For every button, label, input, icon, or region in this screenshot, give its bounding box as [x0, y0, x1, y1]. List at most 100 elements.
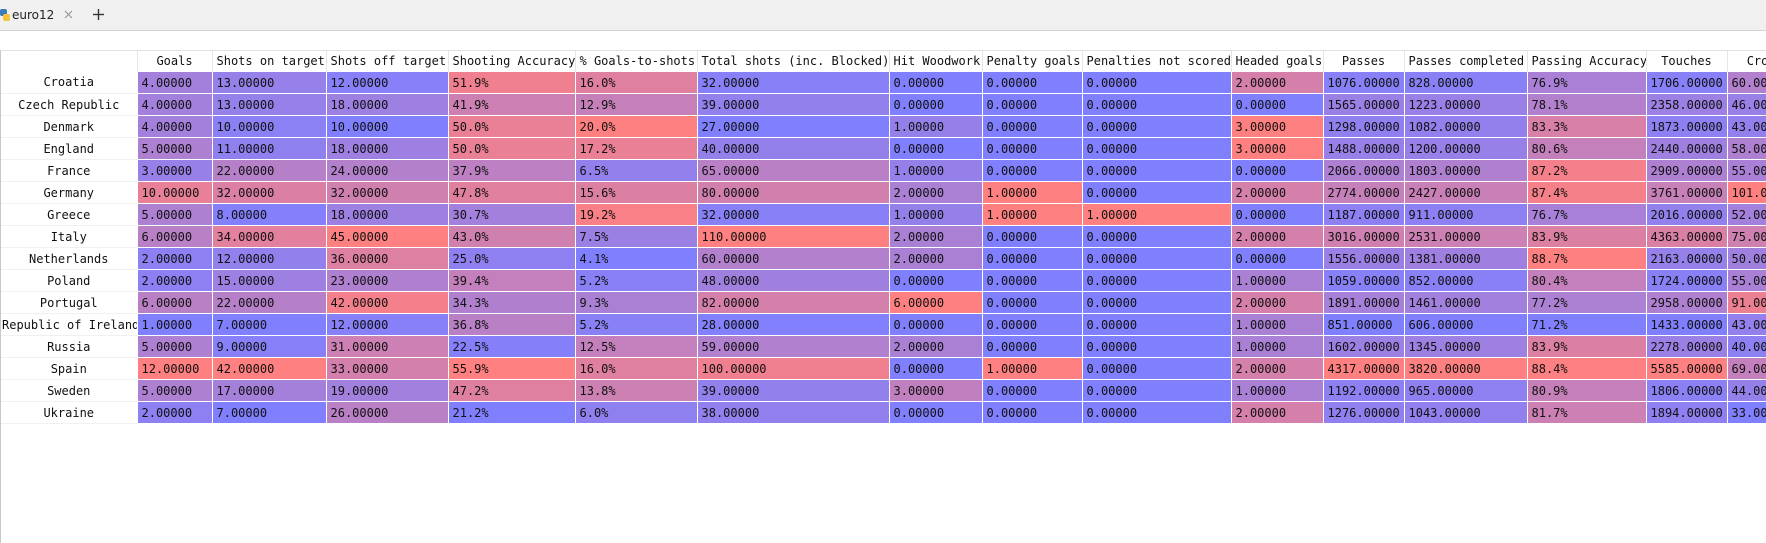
- data-cell[interactable]: 18.00000: [325, 137, 449, 160]
- data-cell[interactable]: 2358.00000: [1645, 93, 1728, 116]
- data-cell[interactable]: 80.4%: [1526, 269, 1647, 292]
- data-cell[interactable]: 1.00000: [1230, 379, 1324, 402]
- data-cell[interactable]: 47.8%: [447, 181, 576, 204]
- data-cell[interactable]: 0.00000: [888, 137, 983, 160]
- data-cell[interactable]: 2774.00000: [1322, 181, 1405, 204]
- data-cell[interactable]: 83.9%: [1526, 225, 1647, 248]
- column-header[interactable]: % Goals-to-shots: [575, 51, 698, 72]
- data-cell[interactable]: 12.00000: [211, 247, 327, 270]
- data-cell[interactable]: 0.00000: [1081, 247, 1232, 270]
- data-cell[interactable]: 6.00000: [136, 225, 213, 248]
- data-cell[interactable]: 0.00000: [1081, 71, 1232, 94]
- data-cell[interactable]: 911.00000: [1403, 203, 1528, 226]
- data-cell[interactable]: 1223.00000: [1403, 93, 1528, 116]
- data-cell[interactable]: 0.00000: [1081, 335, 1232, 358]
- data-cell[interactable]: 88.4%: [1526, 357, 1647, 380]
- data-cell[interactable]: 9.3%: [574, 291, 698, 314]
- data-cell[interactable]: 20.0%: [574, 115, 698, 138]
- data-cell[interactable]: 58.00000: [1726, 137, 1766, 160]
- data-cell[interactable]: 47.2%: [447, 379, 576, 402]
- data-cell[interactable]: 5.2%: [574, 269, 698, 292]
- data-cell[interactable]: 0.00000: [981, 401, 1083, 424]
- data-cell[interactable]: 606.00000: [1403, 313, 1528, 336]
- row-label[interactable]: Netherlands: [1, 247, 137, 270]
- data-cell[interactable]: 2016.00000: [1645, 203, 1728, 226]
- data-cell[interactable]: 60.00000: [1726, 71, 1766, 94]
- close-tab-button[interactable]: [64, 10, 73, 19]
- data-cell[interactable]: 1.00000: [981, 203, 1083, 226]
- data-cell[interactable]: 30.7%: [447, 203, 576, 226]
- data-cell[interactable]: 21.2%: [447, 401, 576, 424]
- data-cell[interactable]: 2.00000: [1230, 357, 1324, 380]
- data-cell[interactable]: 0.00000: [1230, 203, 1324, 226]
- data-cell[interactable]: 2066.00000: [1322, 159, 1405, 182]
- data-cell[interactable]: 69.00000: [1726, 357, 1766, 380]
- data-cell[interactable]: 32.00000: [696, 71, 890, 94]
- data-cell[interactable]: 4.00000: [136, 93, 213, 116]
- data-cell[interactable]: 43.0%: [447, 225, 576, 248]
- data-cell[interactable]: 59.00000: [696, 335, 890, 358]
- data-cell[interactable]: 1059.00000: [1322, 269, 1405, 292]
- column-header[interactable]: Shots on target: [212, 51, 327, 72]
- data-cell[interactable]: 13.8%: [574, 379, 698, 402]
- data-cell[interactable]: 2.00000: [888, 335, 983, 358]
- data-cell[interactable]: 34.3%: [447, 291, 576, 314]
- data-cell[interactable]: 0.00000: [981, 115, 1083, 138]
- data-cell[interactable]: 2163.00000: [1645, 247, 1728, 270]
- data-cell[interactable]: 3.00000: [888, 379, 983, 402]
- data-cell[interactable]: 3.00000: [1230, 115, 1324, 138]
- data-cell[interactable]: 1298.00000: [1322, 115, 1405, 138]
- data-cell[interactable]: 32.00000: [325, 181, 449, 204]
- data-cell[interactable]: 0.00000: [1081, 269, 1232, 292]
- data-cell[interactable]: 1345.00000: [1403, 335, 1528, 358]
- data-cell[interactable]: 0.00000: [981, 335, 1083, 358]
- row-label[interactable]: Italy: [1, 225, 137, 248]
- data-cell[interactable]: 34.00000: [211, 225, 327, 248]
- data-cell[interactable]: 965.00000: [1403, 379, 1528, 402]
- row-label[interactable]: France: [1, 159, 137, 182]
- data-cell[interactable]: 50.0%: [447, 115, 576, 138]
- data-cell[interactable]: 0.00000: [888, 313, 983, 336]
- data-cell[interactable]: 83.3%: [1526, 115, 1647, 138]
- data-cell[interactable]: 0.00000: [981, 313, 1083, 336]
- data-cell[interactable]: 2909.00000: [1645, 159, 1728, 182]
- data-cell[interactable]: 0.00000: [888, 93, 983, 116]
- data-cell[interactable]: 82.00000: [696, 291, 890, 314]
- data-cell[interactable]: 33.00000: [1726, 401, 1766, 424]
- data-cell[interactable]: 1803.00000: [1403, 159, 1528, 182]
- data-cell[interactable]: 55.00000: [1726, 269, 1766, 292]
- data-cell[interactable]: 18.00000: [325, 93, 449, 116]
- data-cell[interactable]: 16.0%: [574, 357, 698, 380]
- data-cell[interactable]: 37.9%: [447, 159, 576, 182]
- data-cell[interactable]: 39.4%: [447, 269, 576, 292]
- data-cell[interactable]: 81.7%: [1526, 401, 1647, 424]
- data-cell[interactable]: 39.00000: [696, 93, 890, 116]
- data-cell[interactable]: 2.00000: [1230, 181, 1324, 204]
- row-label[interactable]: Germany: [1, 181, 137, 204]
- data-cell[interactable]: 16.0%: [574, 71, 698, 94]
- data-cell[interactable]: 0.00000: [888, 269, 983, 292]
- data-cell[interactable]: 50.0%: [447, 137, 576, 160]
- row-label[interactable]: Republic of Ireland: [1, 313, 137, 336]
- data-cell[interactable]: 852.00000: [1403, 269, 1528, 292]
- data-cell[interactable]: 0.00000: [1081, 137, 1232, 160]
- data-cell[interactable]: 2.00000: [1230, 291, 1324, 314]
- data-cell[interactable]: 60.00000: [696, 247, 890, 270]
- data-cell[interactable]: 0.00000: [1081, 401, 1232, 424]
- data-cell[interactable]: 40.00000: [1726, 335, 1766, 358]
- data-cell[interactable]: 1461.00000: [1403, 291, 1528, 314]
- row-label[interactable]: England: [1, 137, 137, 160]
- data-cell[interactable]: 24.00000: [325, 159, 449, 182]
- data-cell[interactable]: 4.00000: [136, 71, 213, 94]
- column-header[interactable]: Shooting Accuracy: [448, 51, 576, 72]
- column-header[interactable]: Passing Accuracy: [1527, 51, 1647, 72]
- data-cell[interactable]: 0.00000: [1081, 313, 1232, 336]
- data-cell[interactable]: 4363.00000: [1645, 225, 1728, 248]
- data-cell[interactable]: 32.00000: [696, 203, 890, 226]
- data-cell[interactable]: 45.00000: [325, 225, 449, 248]
- data-cell[interactable]: 40.00000: [696, 137, 890, 160]
- data-cell[interactable]: 46.00000: [1726, 93, 1766, 116]
- data-cell[interactable]: 1602.00000: [1322, 335, 1405, 358]
- data-cell[interactable]: 2.00000: [1230, 71, 1324, 94]
- data-cell[interactable]: 6.00000: [136, 291, 213, 314]
